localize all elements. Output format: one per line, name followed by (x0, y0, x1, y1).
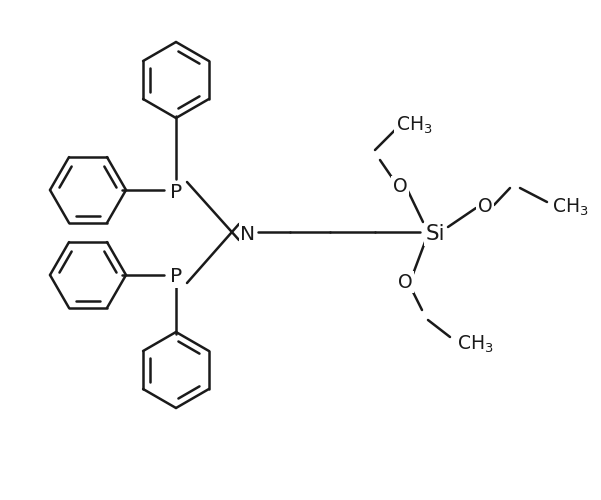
Text: CH$_3$: CH$_3$ (395, 115, 432, 136)
Text: P: P (170, 182, 182, 202)
Text: O: O (478, 198, 492, 216)
Text: Si: Si (426, 224, 445, 244)
Text: O: O (398, 272, 412, 291)
Text: CH$_3$: CH$_3$ (457, 334, 493, 355)
Text: O: O (392, 178, 407, 197)
Text: N: N (240, 224, 255, 244)
Text: CH$_3$: CH$_3$ (552, 197, 588, 218)
Text: P: P (170, 268, 182, 286)
